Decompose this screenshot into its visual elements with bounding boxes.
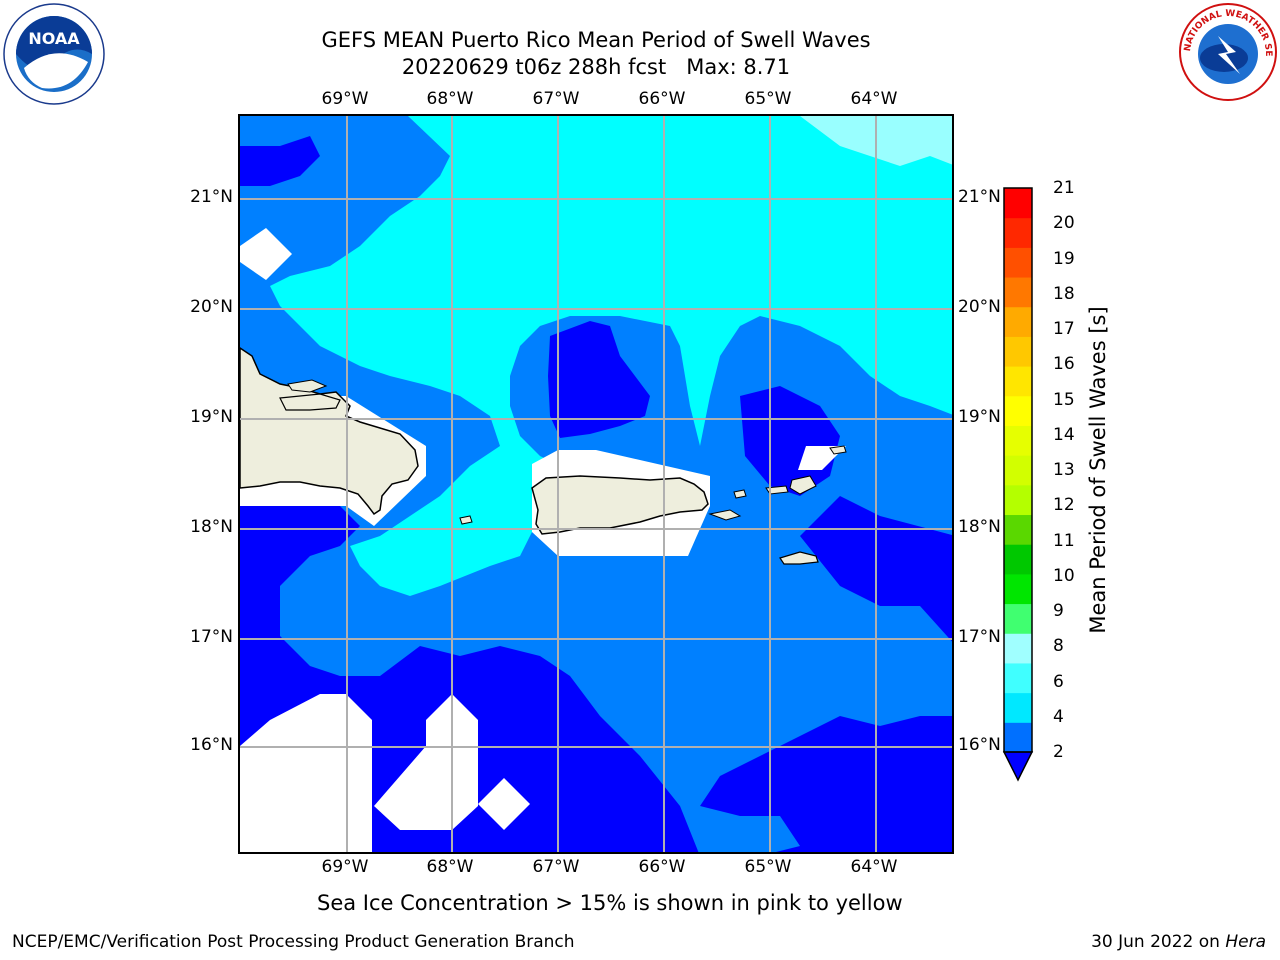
colorbar-band [1004,336,1032,367]
lat-label-left: 21°N [190,187,233,207]
colorbar-tick-label: 17 [1053,319,1075,339]
colorbar-band [1004,217,1032,248]
lon-label-top: 64°W [850,89,898,109]
colorbar-band [1004,277,1032,308]
colorbar-tick-label: 13 [1053,460,1075,480]
colorbar-band [1004,395,1032,426]
lat-label-left: 18°N [190,517,233,537]
colorbar-extend-triangle [1002,751,1034,782]
svg-text:NOAA: NOAA [28,29,80,48]
lon-label-top: 66°W [638,89,686,109]
colorbar-band [1004,455,1032,486]
colorbar [1002,187,1034,782]
lat-label-right: 18°N [958,517,1001,537]
colorbar-tick-label: 11 [1053,530,1075,551]
lat-label-right: 19°N [958,407,1001,427]
map-subtitle: 20220629 t06z 288h fcst Max: 8.71 [401,55,791,79]
lon-label-bottom: 67°W [532,857,580,877]
map-panel[interactable] [238,114,954,854]
colorbar-tick-label: 15 [1053,389,1075,410]
lat-label-right: 20°N [958,297,1001,317]
footer-host: Hera [1225,932,1266,952]
noaa-logo-icon: NOAA [3,3,105,105]
lat-label-left: 20°N [190,297,233,317]
st-croix [779,551,819,565]
footer-date-text: 30 Jun 2022 on [1091,932,1226,952]
colorbar-tick-label: 14 [1053,424,1075,445]
footer-credit: NCEP/EMC/Verification Post Processing Pr… [12,932,575,952]
colorbar-tick-label: 6 [1053,671,1064,692]
colorbar-tick-label: 19 [1053,248,1075,269]
lat-label-left: 19°N [190,407,233,427]
colorbar-band [1004,247,1032,278]
colorbar-band [1004,544,1032,575]
colorbar-band [1004,188,1032,219]
colorbar-band [1004,573,1032,605]
colorbar-band [1004,603,1032,634]
lon-label-top: 69°W [321,89,369,109]
colorbar-band [1004,722,1032,753]
lat-label-right: 16°N [958,735,1001,755]
colorbar-label: Mean Period of Swell Waves [s] [1086,306,1110,634]
colorbar-tick-label: 10 [1053,565,1075,586]
colorbar-band [1004,366,1032,397]
lat-label-right: 21°N [958,187,1001,207]
lon-label-top: 65°W [744,89,792,109]
colorbar-tick-label: 9 [1053,601,1064,621]
lon-label-bottom: 66°W [638,857,686,877]
colorbar-band [1004,306,1032,337]
colorbar-tick-label: 20 [1053,213,1075,234]
colorbar-tick-label: 16 [1053,354,1075,375]
colorbar-tick-label: 8 [1053,636,1064,657]
colorbar-tick-label: 12 [1053,495,1075,516]
lon-label-bottom: 64°W [850,857,898,877]
map-title: GEFS MEAN Puerto Rico Mean Period of Swe… [321,28,871,52]
band-2-4-west [240,136,320,186]
footer-date: 30 Jun 2022 on Hera [1091,932,1266,952]
graticule [240,116,952,852]
lon-label-bottom: 68°W [426,857,474,877]
band-6-8 [270,116,952,596]
sea-ice-note: Sea Ice Concentration > 15% is shown in … [317,891,903,915]
lon-label-top: 68°W [426,89,474,109]
colorbar-band [1004,514,1032,545]
colorbar-band [1004,425,1032,456]
colorbar-band [1004,633,1032,664]
nws-logo-icon: NATIONAL WEATHER SERVICE [1178,2,1277,101]
lat-label-right: 17°N [958,627,1001,647]
colorbar-band [1004,484,1032,516]
colorbar-tick-label: 21 [1053,178,1075,198]
lon-label-bottom: 65°W [744,857,792,877]
lon-label-bottom: 69°W [321,857,369,877]
colorbar-tick-label: 18 [1053,283,1075,304]
colorbar-band [1004,692,1032,723]
lat-label-left: 16°N [190,735,233,755]
swell-period-map [240,116,952,852]
colorbar-tick-label: 4 [1053,706,1064,727]
lat-label-left: 17°N [190,627,233,647]
colorbar-band [1004,662,1032,694]
lon-label-top: 67°W [532,89,580,109]
band-2-4-pocket [548,321,650,438]
hispaniola-north-islets [279,393,341,411]
colorbar-tick-label: 2 [1053,742,1064,762]
